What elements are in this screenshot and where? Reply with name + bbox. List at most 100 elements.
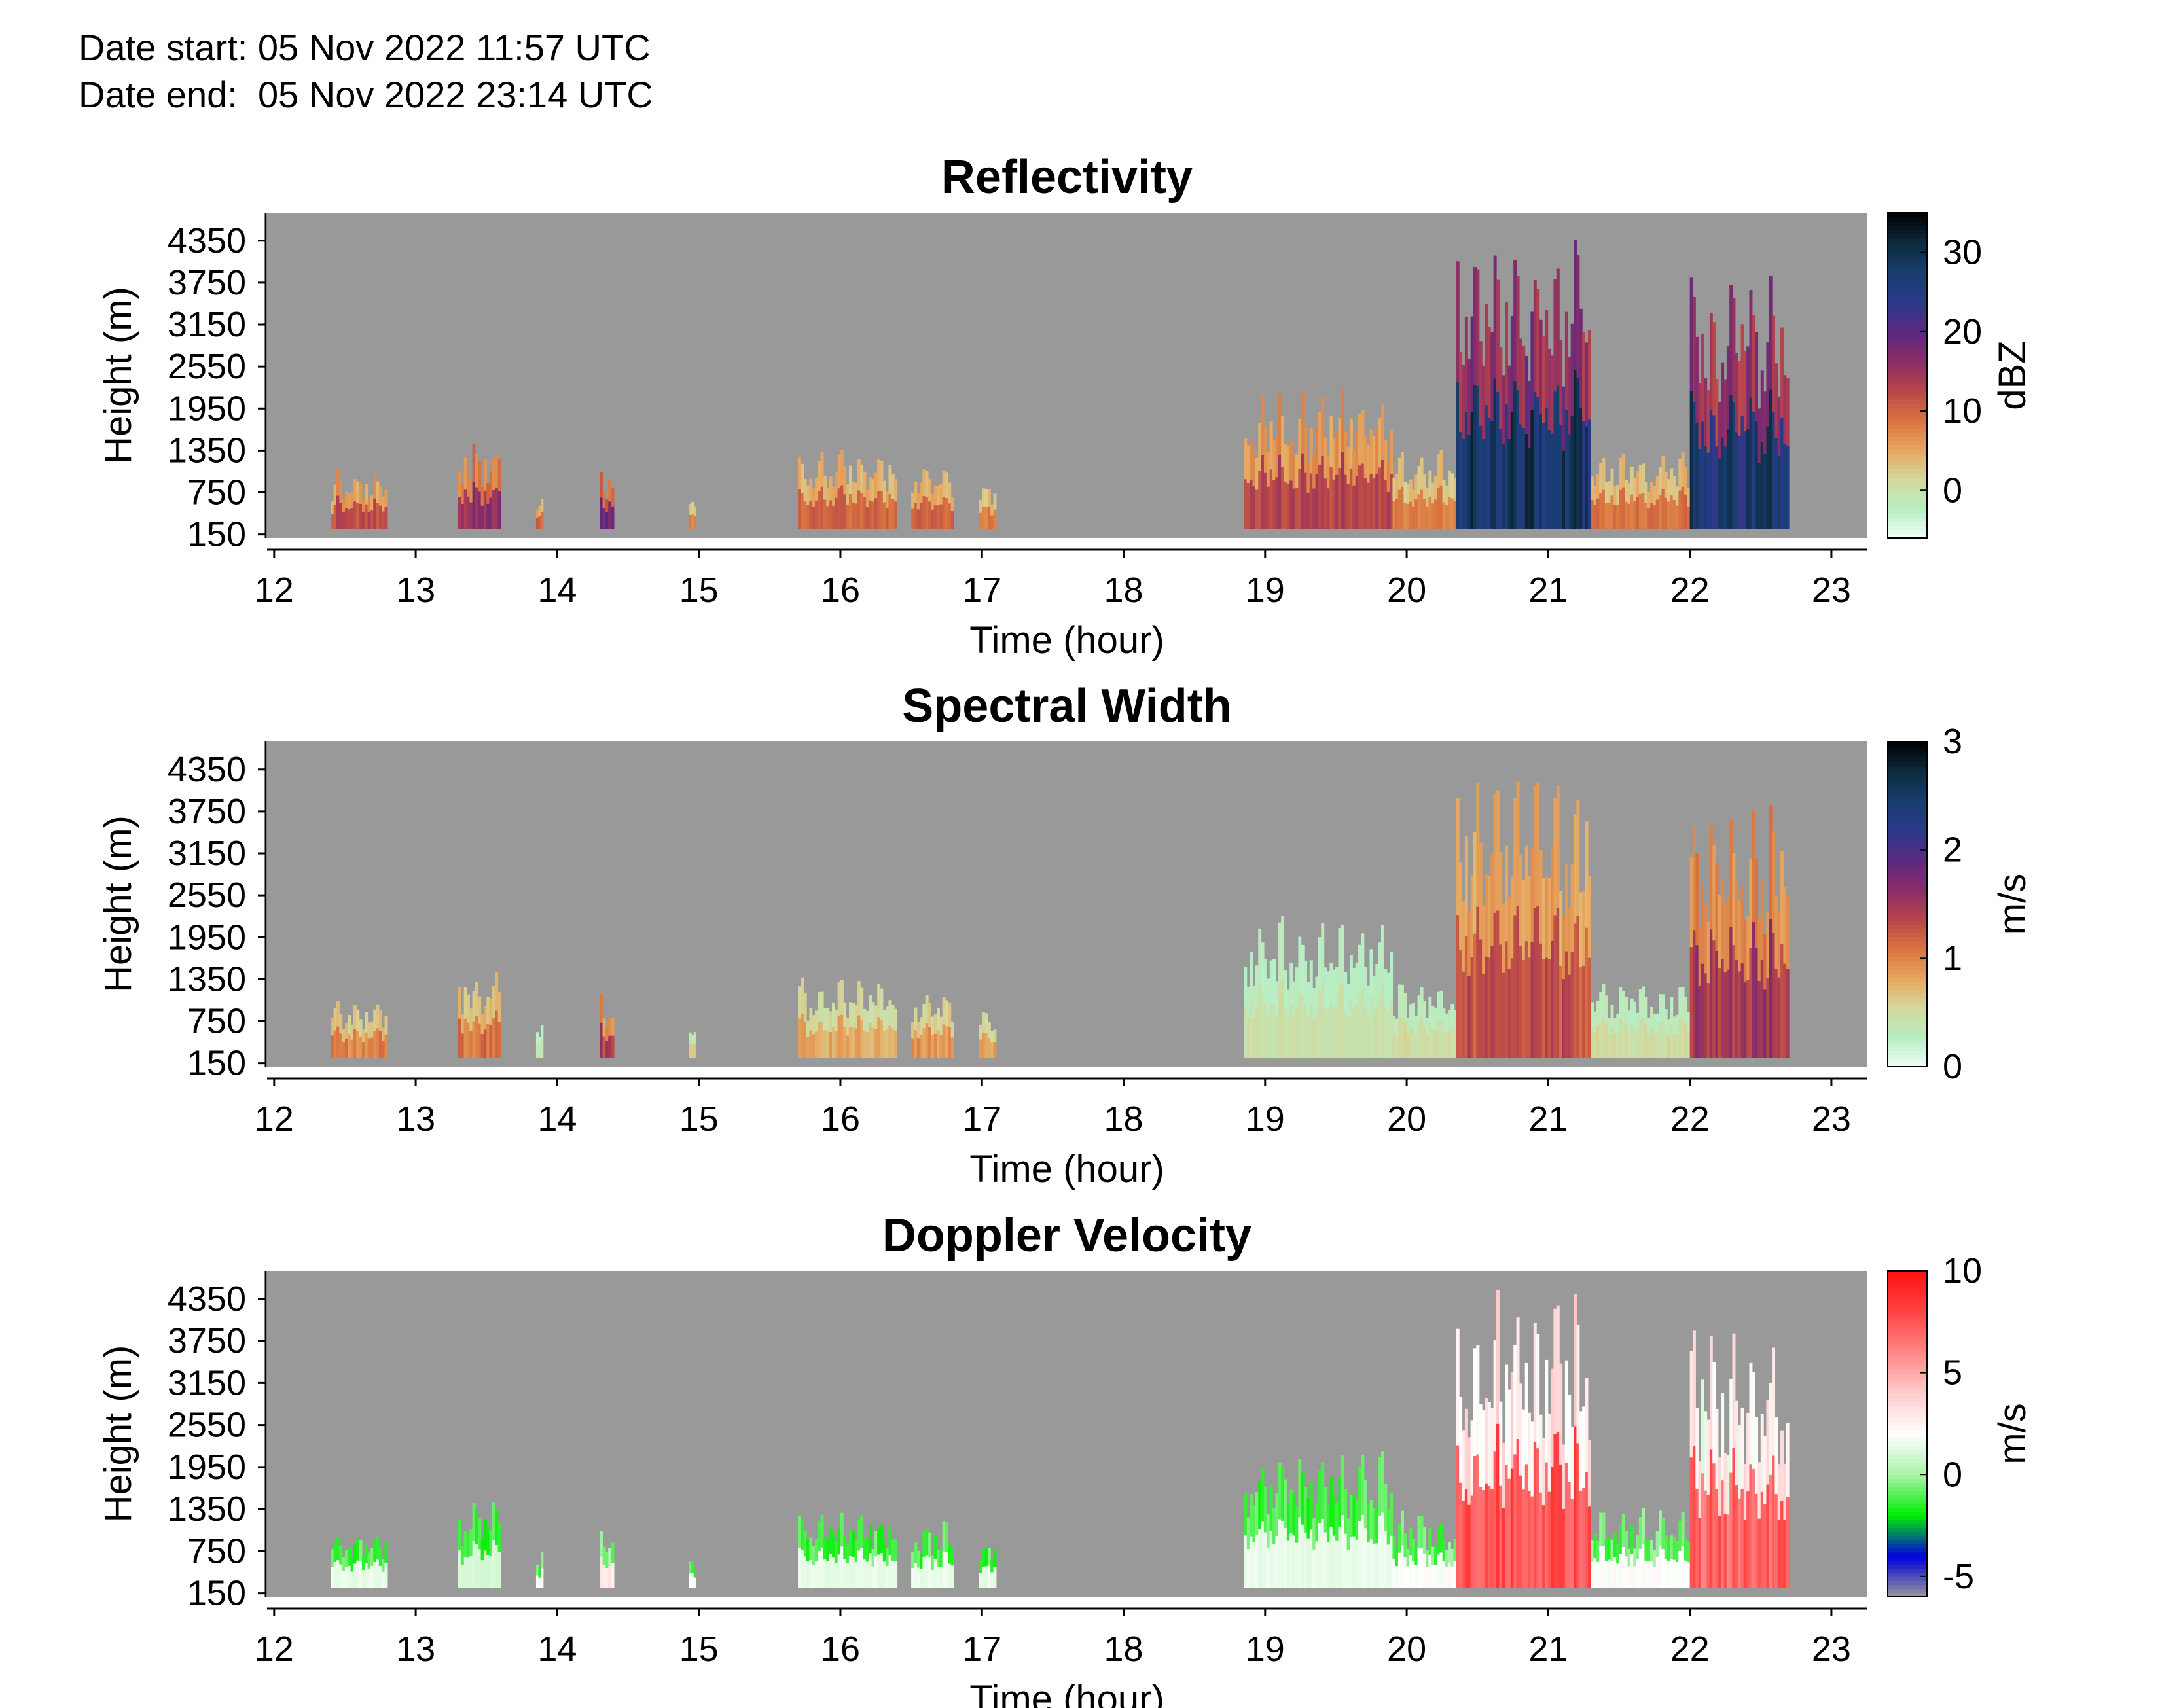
echo-bin [350,1025,354,1040]
echo-bin [948,503,952,529]
colorbar-segment [1888,1397,1927,1402]
colorbar-segment [1888,330,1927,336]
echo-bin [891,499,895,529]
echo-bin [806,1020,810,1038]
echo-bin [1355,475,1359,529]
echo-bin [608,479,612,502]
echo-bin [854,1540,858,1562]
echo-bin [1672,1016,1676,1035]
echo-bin [382,1027,386,1042]
echo-bin [1625,501,1629,529]
echo-bin [541,1552,544,1569]
echo-bin [1726,1514,1730,1588]
colorbar-segment [1888,281,1927,287]
colorbar-segment [1888,936,1927,942]
colorbar-segment [1888,318,1927,323]
echo-bin [865,1011,869,1033]
echo-bin [1496,790,1500,911]
y-tick-label: 3750 [168,792,246,831]
colorbar-segment [1888,1544,1927,1549]
echo-bin [1718,402,1721,459]
echo-bin [472,444,476,482]
echo-bin [1301,453,1305,529]
echo-bin [1375,429,1379,474]
echo-bin [1309,473,1313,529]
echo-bin [1729,395,1733,529]
echo-bin [945,1522,948,1552]
echo-bin [1732,853,1736,946]
echo-bin [1559,1464,1563,1588]
x-tick-label: 17 [962,1629,1001,1669]
echo-bin [1695,1408,1699,1489]
echo-bin [1367,1541,1371,1588]
echo-bin [1456,1328,1460,1446]
echo-bin [1329,963,1333,1006]
echo-bin [854,503,858,529]
echo-bin [1653,486,1657,506]
colorbar-segment [1888,274,1927,279]
echo-bin [1414,1034,1418,1058]
echo-bin [1476,1345,1480,1455]
echo-bin [1496,1289,1500,1424]
echo-bin [1539,1492,1543,1588]
echo-bin [1470,1420,1474,1496]
echo-bin [1403,1557,1407,1588]
echo-bin [826,1008,830,1031]
colorbar-segment [1888,1279,1927,1284]
echo-bin [1659,1545,1662,1588]
echo-bin [492,1018,495,1058]
echo-bin [469,502,473,529]
echo-bin [1621,487,1625,529]
x-tick-label: 22 [1670,1629,1710,1669]
colorbar-segment [1888,1010,1927,1015]
echo-bin [1587,1440,1591,1507]
echo-bin [1338,418,1342,469]
echo-bin [1568,357,1572,435]
echo-bin [871,501,875,529]
echo-bin [1726,346,1730,429]
colorbar-segment [1888,489,1927,494]
colorbar-segment [1888,517,1927,522]
echo-bin [1735,1485,1738,1588]
echo-bin [894,1560,898,1588]
echo-bin [1439,1020,1443,1058]
echo-bin [848,493,852,529]
echo-bin [1422,498,1426,529]
echo-bin [1318,464,1322,529]
echo-bin [1315,1541,1319,1588]
echo-bin [831,1557,835,1588]
echo-bin [1524,845,1528,942]
echo-bin [1490,332,1494,421]
echo-bin [1735,880,1738,961]
colorbar-segment [1888,1344,1927,1349]
echo-bin [1395,1548,1399,1567]
echo-bin [990,515,994,529]
echo-bin [1470,412,1474,529]
echo-bin [809,478,813,501]
echo-bin [937,1030,940,1058]
echo-bin [982,1549,986,1567]
echo-bin [1568,1395,1572,1482]
colorbar-segment [1888,916,1927,921]
echo-bin [1783,444,1787,529]
y-axis-label: Height (m) [97,287,139,464]
echo-bin [801,493,804,529]
echo-bin [865,1032,869,1058]
echo-bin [1372,1544,1376,1588]
colorbar-segment [1888,347,1927,352]
echo-bin [1433,1030,1437,1058]
echo-bin [492,986,495,1019]
echo-bin [1258,986,1262,1058]
echo-bin [1269,469,1273,529]
echo-bin [1263,1003,1267,1058]
echo-bin [1533,908,1537,1058]
echo-bin [1467,1437,1471,1505]
echo-bin [1706,921,1710,984]
echo-bin [990,1559,994,1573]
echo-bin [1709,929,1713,1058]
echo-bin [1769,918,1773,1058]
x-tick-label: 23 [1812,571,1851,610]
echo-bin [1258,423,1262,471]
echo-bin [1533,1323,1537,1442]
echo-bin [1519,338,1522,425]
